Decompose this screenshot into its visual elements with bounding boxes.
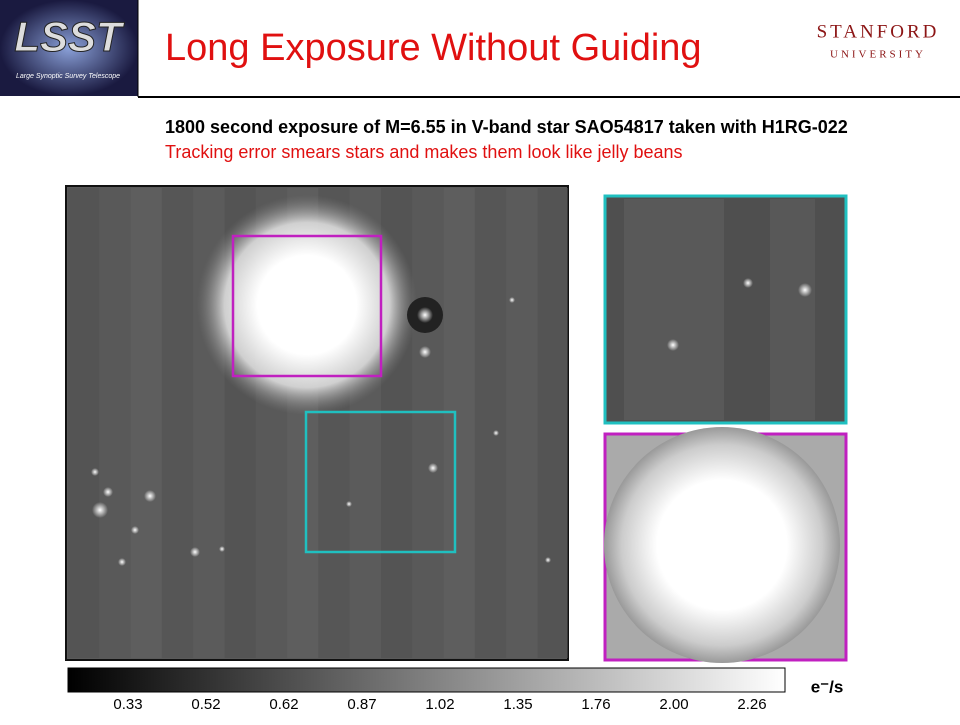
logo	[0, 0, 138, 96]
image-stripe	[506, 188, 538, 658]
colorbar-label: 0.52	[191, 696, 220, 713]
image-stripe	[130, 188, 162, 658]
colorbar-label: 0.87	[347, 696, 376, 713]
colorbar-unit: e⁻/s	[811, 677, 844, 696]
colorbar-label: 1.35	[503, 696, 532, 713]
image-stripe	[443, 188, 475, 658]
image-stripe	[161, 188, 194, 658]
inset-glow	[604, 427, 840, 663]
image-stripe	[99, 188, 131, 658]
inset-star	[667, 339, 679, 351]
colorbar-label: 0.33	[113, 696, 142, 713]
colorbar-label: 1.02	[425, 696, 454, 713]
zoom-box-star	[231, 234, 383, 378]
university-sub: UNIVERSITY	[830, 49, 926, 61]
university-name: STANFORD	[817, 21, 940, 42]
colorbar-label: 2.00	[659, 696, 688, 713]
colorbar	[67, 667, 786, 693]
image-stripe	[68, 188, 100, 658]
logo-text: LSST	[14, 13, 125, 60]
title: Long Exposure Without Guiding	[165, 27, 702, 69]
subtitle-note: Tracking error smears stars and makes th…	[165, 142, 683, 162]
image-stripe	[537, 188, 568, 658]
inset-star	[743, 278, 753, 288]
image-stripe	[474, 188, 507, 658]
subtitle: 1800 second exposure of M=6.55 in V-band…	[165, 117, 848, 137]
image-stripe	[412, 188, 444, 658]
colorbar-label: 0.62	[269, 696, 298, 713]
colorbar-label: 2.26	[737, 696, 766, 713]
zoom-box-field	[304, 410, 457, 554]
stars	[91, 195, 551, 566]
logo-caption: Large Synoptic Survey Telescope	[16, 73, 120, 80]
colorbar-label: 1.76	[581, 696, 610, 713]
inset-star	[798, 283, 812, 297]
inset-stripe	[770, 199, 815, 420]
inset-stripe	[624, 199, 724, 420]
